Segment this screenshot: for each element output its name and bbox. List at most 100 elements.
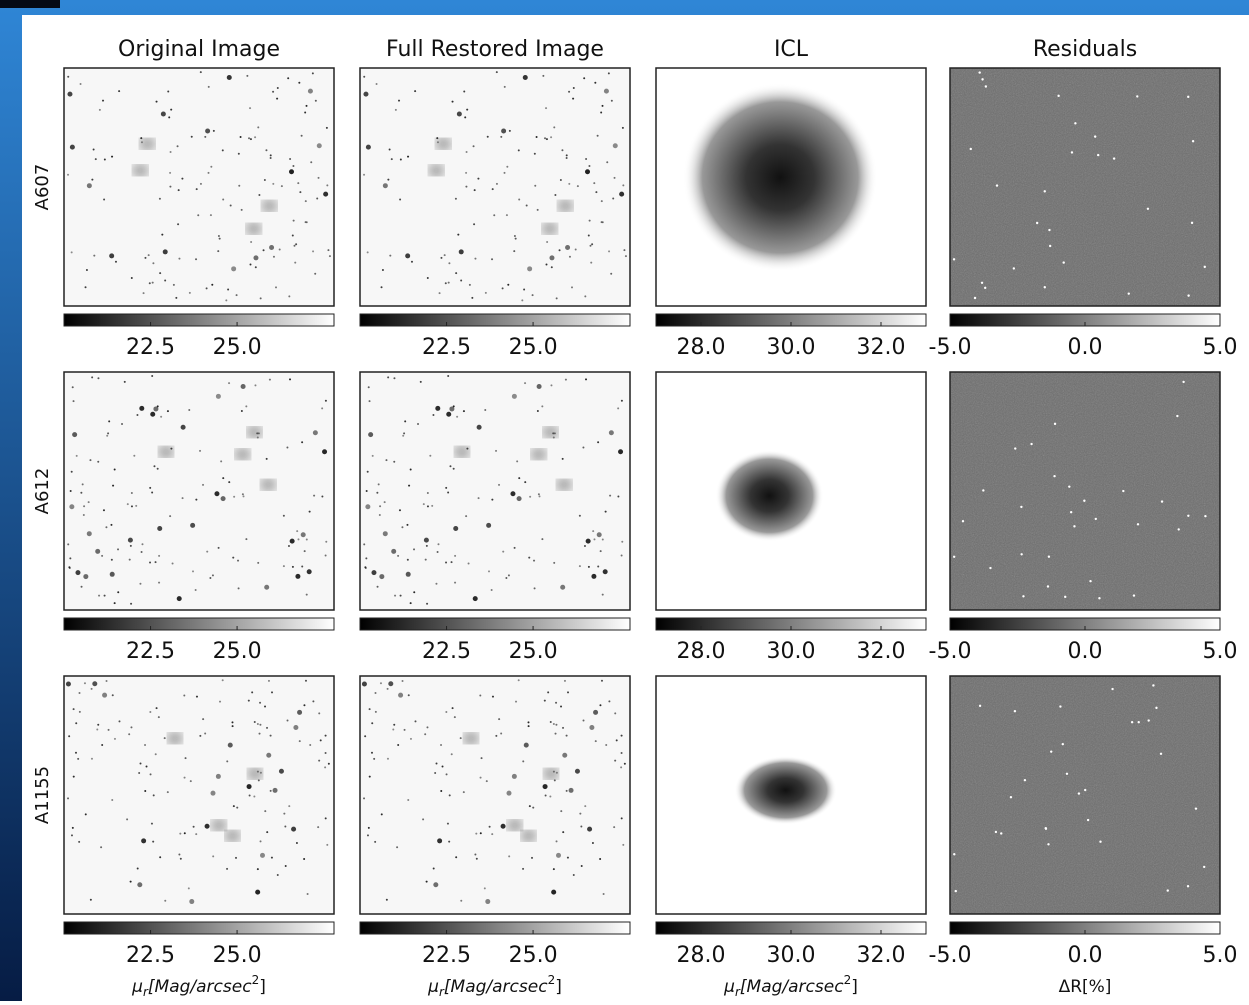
star — [112, 484, 115, 487]
star — [426, 505, 429, 508]
star — [394, 108, 397, 111]
residual-star — [1186, 885, 1190, 888]
panel-image — [359, 67, 631, 307]
panel-image — [949, 67, 1221, 307]
star — [154, 561, 157, 564]
star — [140, 137, 143, 140]
star — [370, 751, 373, 754]
star — [305, 221, 308, 224]
star — [551, 889, 557, 895]
star — [501, 128, 507, 134]
star — [560, 705, 563, 708]
star — [77, 757, 80, 760]
residual-star — [1112, 157, 1116, 160]
colorbar-label-part: [Mag/arcsec — [148, 977, 252, 997]
star — [214, 491, 220, 497]
star — [403, 728, 406, 731]
star — [379, 682, 382, 685]
star — [378, 513, 381, 516]
star — [195, 833, 198, 836]
star — [245, 538, 248, 541]
star — [195, 695, 198, 698]
star — [210, 790, 216, 796]
colorbar-tick-label: -5.0 — [929, 639, 972, 664]
star — [272, 182, 275, 185]
star — [101, 744, 104, 747]
star — [535, 135, 538, 138]
star — [623, 762, 626, 765]
star — [474, 257, 477, 260]
star — [304, 200, 307, 203]
star — [399, 198, 402, 201]
star — [304, 111, 307, 114]
colorbar-tick-label: -5.0 — [929, 335, 972, 360]
star — [511, 393, 517, 399]
star — [405, 571, 411, 577]
galaxy — [225, 830, 240, 841]
star — [426, 492, 429, 495]
star — [152, 794, 155, 797]
star — [549, 255, 555, 261]
star — [483, 887, 486, 890]
star — [531, 856, 534, 859]
image-frame — [63, 675, 335, 915]
star — [303, 704, 306, 707]
star — [236, 806, 239, 809]
star — [459, 737, 462, 740]
star — [437, 543, 440, 546]
colorbar-tick-label: 30.0 — [767, 639, 816, 664]
star — [589, 244, 592, 247]
galaxy — [261, 479, 276, 490]
star — [453, 525, 459, 531]
star — [246, 784, 252, 790]
star — [516, 496, 522, 502]
star — [532, 806, 535, 809]
star — [151, 375, 154, 378]
star — [599, 704, 602, 707]
star — [593, 182, 596, 185]
star — [463, 90, 466, 93]
star — [401, 680, 404, 683]
corner — [0, 0, 60, 8]
colorbar-label-part: r — [143, 985, 149, 999]
star — [513, 235, 516, 238]
star — [220, 460, 223, 463]
star — [440, 744, 443, 747]
star — [188, 408, 191, 411]
star — [447, 281, 450, 284]
star — [141, 838, 147, 844]
colorbar-tick-label: 25.0 — [213, 943, 262, 968]
star — [542, 74, 545, 77]
star — [300, 532, 306, 538]
star — [524, 481, 527, 484]
star — [366, 251, 369, 254]
star — [129, 544, 132, 547]
star — [114, 260, 117, 263]
star — [178, 853, 181, 856]
star — [366, 470, 369, 473]
star — [272, 255, 275, 258]
star — [212, 855, 215, 858]
star — [225, 299, 228, 302]
star — [83, 682, 86, 685]
star — [130, 726, 133, 729]
star — [90, 757, 93, 760]
star — [325, 126, 328, 129]
star — [226, 75, 232, 81]
star — [89, 459, 92, 462]
star — [617, 495, 620, 498]
star — [257, 126, 260, 129]
residual-star — [1012, 267, 1016, 270]
star — [209, 214, 212, 217]
star — [149, 561, 152, 564]
star — [601, 538, 604, 541]
star — [102, 509, 105, 512]
star — [67, 797, 70, 800]
star — [542, 784, 548, 790]
galaxy — [429, 165, 444, 176]
star — [364, 735, 367, 738]
star — [385, 459, 388, 462]
star — [473, 223, 476, 226]
star — [289, 378, 292, 381]
star — [368, 708, 371, 711]
